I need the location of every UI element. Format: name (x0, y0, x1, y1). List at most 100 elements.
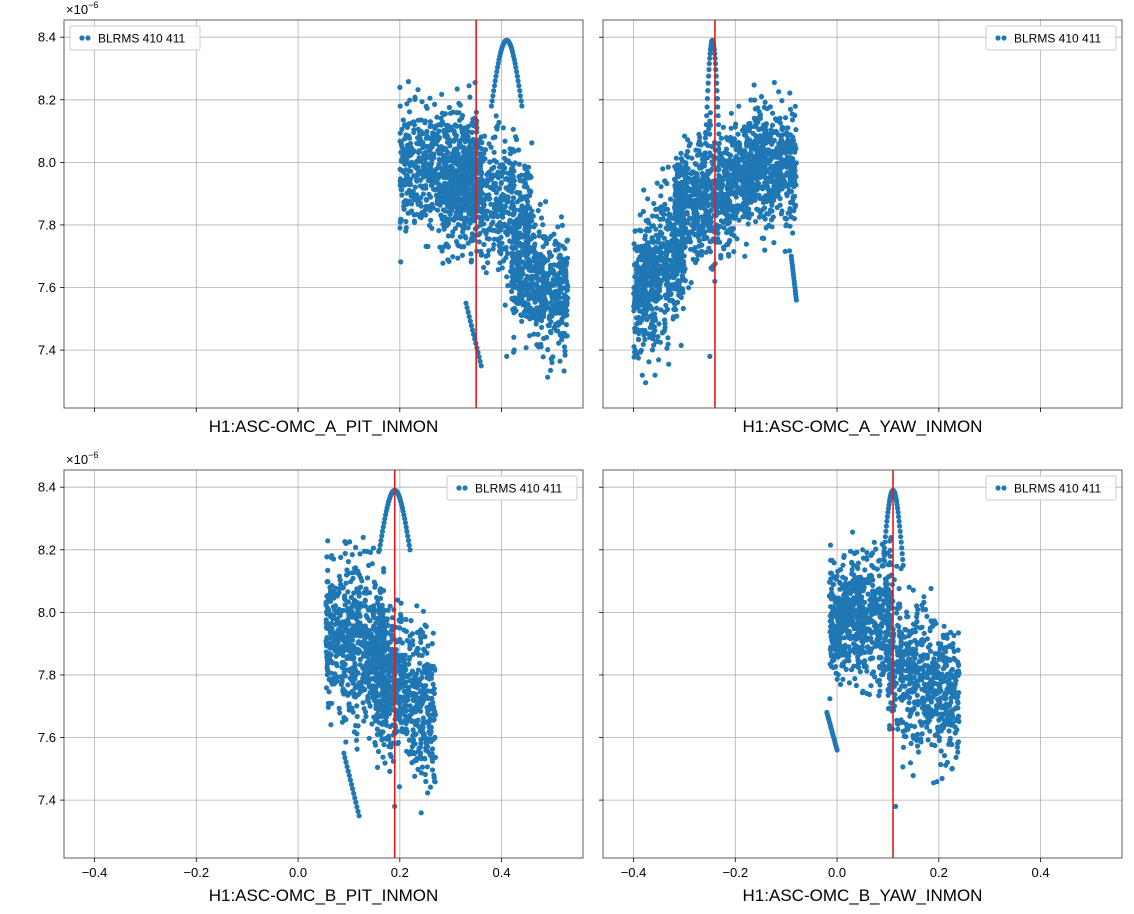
scatter-point (491, 149, 497, 155)
scatter-point (468, 257, 475, 263)
scatter-point (652, 277, 658, 283)
scatter-point (488, 213, 494, 219)
scatter-point (420, 191, 426, 197)
scatter-point (642, 289, 649, 295)
scatter-point (551, 231, 557, 237)
scatter-point (717, 150, 723, 156)
scatter-point (706, 73, 712, 79)
scatter-point (768, 217, 775, 223)
scatter-point (695, 198, 701, 204)
scatter-point (411, 218, 417, 224)
scatter-point (457, 123, 463, 129)
scatter-point (365, 666, 371, 672)
scatter-point (465, 225, 471, 231)
scatter-point (727, 230, 734, 236)
scatter-point (548, 263, 554, 269)
scatter-point (681, 245, 687, 251)
scatter-point (689, 192, 695, 198)
scatter-point (768, 127, 774, 133)
scatter-point (564, 238, 570, 244)
scatter-point (754, 182, 760, 189)
scatter-point (501, 155, 508, 161)
scatter-point (530, 213, 536, 219)
scatter-point (537, 201, 543, 207)
scatter-point (514, 69, 520, 75)
scatter-point (445, 257, 451, 263)
scatter-point (745, 221, 751, 227)
scatter-point (527, 316, 533, 322)
scatter-point (559, 304, 565, 310)
scatter-point (334, 616, 341, 622)
scatter-point (491, 83, 498, 89)
scatter-point (775, 192, 781, 198)
scatter-point (771, 197, 777, 203)
scatter-point (498, 179, 504, 186)
scatter-point (364, 672, 371, 678)
scatter-point (490, 186, 497, 193)
scatter-point (694, 152, 701, 158)
scatter-point (767, 133, 773, 140)
scatter-point (699, 226, 705, 232)
scatter-point (766, 147, 772, 153)
scatter-point (339, 664, 345, 671)
scatter-point (492, 78, 498, 84)
scatter-point (702, 159, 708, 165)
scatter-point (667, 224, 674, 230)
scatter-point (677, 162, 683, 168)
scatter-point (665, 335, 671, 341)
scatter-point (436, 161, 442, 168)
scatter-point (790, 196, 796, 202)
scatter-point (510, 203, 516, 209)
scatter-point (783, 125, 789, 131)
legend-box (985, 25, 1117, 51)
scatter-point (565, 283, 571, 289)
scatter-point (728, 125, 734, 131)
scatter-point (708, 224, 714, 230)
scatter-point (648, 295, 654, 301)
scatter-point (680, 228, 686, 234)
scatter-point (547, 367, 554, 373)
scatter-point (679, 273, 685, 279)
scatter-point (481, 227, 487, 233)
scatter-point (509, 288, 515, 295)
scatter-point (414, 603, 420, 609)
scatter-point (683, 152, 689, 158)
scatter-point (791, 183, 797, 190)
scatter-point (526, 214, 532, 220)
scatter-point (325, 704, 331, 710)
scatter-point (324, 610, 330, 616)
scatter-point (656, 357, 662, 363)
scatter-point (525, 301, 531, 307)
scatter-point (636, 314, 642, 321)
scatter-point (646, 331, 652, 337)
scatter-point (716, 131, 722, 137)
scatter-point (515, 265, 522, 271)
scatter-point (489, 227, 495, 233)
scatter-point (433, 141, 439, 147)
scatter-point (711, 203, 717, 209)
scatter-point (728, 178, 734, 184)
scatter-point (698, 165, 705, 171)
scatter-point (645, 255, 651, 261)
scatter-point (437, 244, 443, 250)
scatter-point (461, 196, 467, 202)
scatter-point (502, 195, 509, 201)
scatter-point (775, 131, 781, 138)
scatter-point (663, 302, 669, 308)
scatter-point (676, 283, 682, 289)
scatter-point (716, 167, 722, 173)
scatter-point (773, 164, 779, 170)
scatter-point (374, 731, 380, 738)
scatter-point (326, 676, 332, 683)
scatter-point (731, 249, 737, 255)
scatter-point (490, 172, 496, 178)
scatter-point (715, 199, 721, 205)
scatter-point (707, 110, 714, 116)
scatter-point (702, 135, 709, 141)
scatter-point (405, 79, 411, 85)
scatter-point (483, 253, 489, 259)
scatter-point (424, 105, 430, 111)
scatter-point (350, 637, 356, 643)
scatter-point (415, 126, 421, 132)
scatter-point (350, 602, 356, 608)
